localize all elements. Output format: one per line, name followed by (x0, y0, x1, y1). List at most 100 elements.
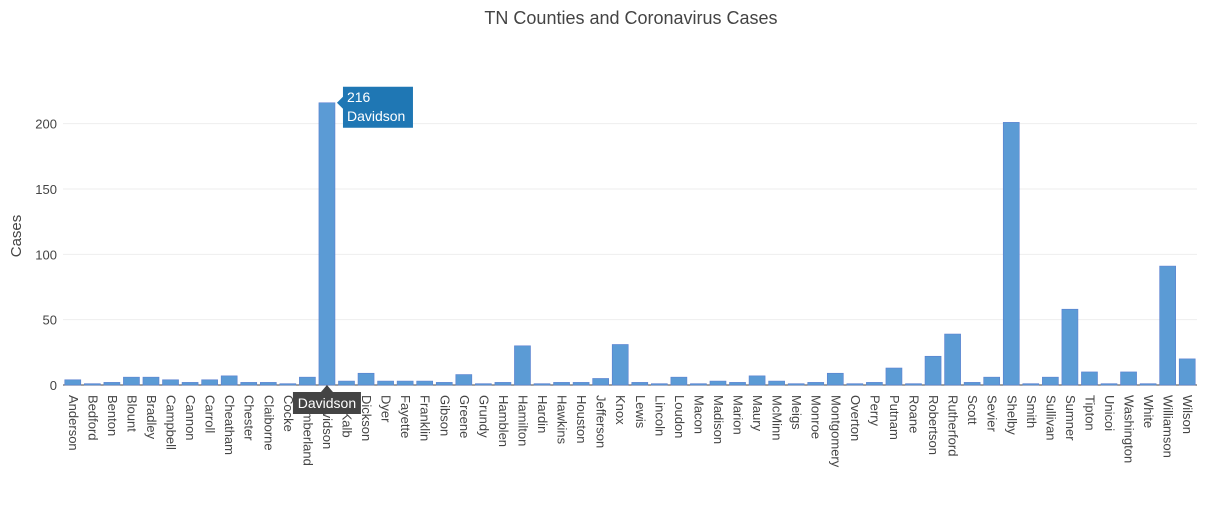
y-tick-label: 100 (35, 247, 57, 262)
bar[interactable] (220, 375, 238, 386)
bar[interactable] (826, 372, 844, 386)
bar[interactable] (690, 383, 707, 386)
bar[interactable] (1042, 376, 1059, 386)
bar[interactable] (885, 367, 903, 386)
bar[interactable] (1022, 383, 1040, 386)
bar[interactable] (338, 380, 355, 386)
bar[interactable] (1061, 308, 1079, 386)
bar[interactable] (846, 383, 864, 386)
y-axis-title: Cases (8, 215, 25, 258)
x-tick-label: Dyer (379, 395, 394, 423)
bar[interactable] (1120, 371, 1137, 386)
bar[interactable] (1081, 371, 1098, 386)
x-tick-label: Grundy (476, 395, 491, 438)
bar[interactable] (142, 376, 160, 386)
bar[interactable] (494, 382, 512, 386)
x-tick-label: Lincoln (652, 395, 667, 436)
bar[interactable] (1100, 383, 1118, 386)
bar[interactable] (279, 383, 297, 386)
y-tick-label: 150 (35, 182, 57, 197)
x-axis-ticks: Anderson Bedford Benton Blount Bradley Campbe… (66, 395, 1195, 468)
bar[interactable] (357, 372, 375, 386)
bar[interactable] (631, 382, 649, 386)
x-tick-label: Claiborne (261, 395, 276, 451)
x-tick-label: Washington (1122, 395, 1137, 463)
bar[interactable] (768, 380, 785, 386)
gridlines (63, 123, 1197, 386)
bar[interactable] (396, 380, 414, 386)
bar[interactable] (944, 333, 961, 386)
x-tick-label: Sumner (1063, 395, 1078, 441)
bar[interactable] (1139, 383, 1157, 386)
y-tick-label: 0 (50, 378, 57, 393)
x-tick-label: Sullivan (1043, 395, 1058, 441)
bar[interactable] (240, 382, 258, 386)
bar[interactable] (416, 380, 434, 386)
x-tick-label: Anderson (66, 395, 81, 451)
x-tick-label: Hamblen (496, 395, 511, 447)
x-tick-label: Montgomery (828, 395, 843, 468)
x-tick-label: Madison (711, 395, 726, 444)
bar[interactable] (709, 380, 727, 386)
x-tick-label: Greene (457, 395, 472, 438)
bar[interactable] (377, 380, 394, 386)
bar[interactable] (123, 376, 140, 386)
bar[interactable] (514, 345, 531, 386)
bar[interactable] (553, 382, 570, 386)
bar[interactable] (1159, 265, 1176, 386)
bar[interactable] (455, 374, 473, 386)
bar[interactable] (162, 379, 179, 386)
bar[interactable] (670, 376, 688, 386)
bar[interactable] (103, 382, 121, 386)
axis-spike-label-box (292, 385, 361, 414)
bar[interactable] (572, 382, 590, 386)
bar[interactable] (905, 383, 922, 386)
bar[interactable] (201, 379, 218, 386)
x-tick-label: Loudon (672, 395, 687, 438)
bar[interactable] (983, 376, 1001, 386)
x-tick-label: Hardin (535, 395, 550, 433)
x-tick-label: Maury (750, 395, 765, 432)
x-tick-label: Benton (105, 395, 120, 436)
bar[interactable] (748, 375, 766, 386)
bar[interactable] (924, 355, 942, 386)
x-tick-label: Chester (242, 395, 257, 441)
x-tick-label: Overton (848, 395, 863, 441)
tooltip-value: 216 (347, 89, 371, 105)
bar[interactable] (729, 382, 746, 386)
bar[interactable] (299, 376, 316, 386)
x-tick-label: Rutherford (946, 395, 961, 456)
bar[interactable] (181, 382, 199, 386)
bar[interactable] (963, 382, 981, 386)
bar[interactable] (435, 382, 453, 386)
x-tick-label: Dickson (359, 395, 374, 441)
x-tick-label: Putnam (887, 395, 902, 440)
x-tick-label: Cheatham (222, 395, 237, 455)
tooltip-box (336, 86, 413, 128)
bar[interactable] (866, 382, 883, 386)
bars[interactable] (64, 102, 1196, 386)
y-tick-label: 50 (43, 313, 57, 328)
x-tick-label: Roane (907, 395, 922, 433)
bar[interactable] (1178, 358, 1196, 386)
bar[interactable] (1002, 122, 1020, 386)
bar[interactable] (651, 383, 668, 386)
bar[interactable] (611, 344, 629, 386)
bar[interactable] (787, 383, 805, 386)
bar[interactable] (592, 378, 609, 386)
bar[interactable] (84, 383, 101, 386)
bar[interactable] (475, 383, 492, 386)
x-tick-label: Gibson (437, 395, 452, 436)
x-tick-label: Meigs (789, 395, 804, 430)
bar[interactable] (807, 382, 825, 386)
x-tick-label: Fayette (398, 395, 413, 438)
x-tick-label: Bradley (144, 395, 159, 440)
bar[interactable] (64, 379, 82, 386)
x-tick-label: Monroe (809, 395, 824, 439)
bar[interactable] (533, 383, 551, 386)
bar[interactable] (259, 382, 277, 386)
bar[interactable] (318, 102, 336, 386)
x-tick-label: Knox (613, 395, 628, 425)
